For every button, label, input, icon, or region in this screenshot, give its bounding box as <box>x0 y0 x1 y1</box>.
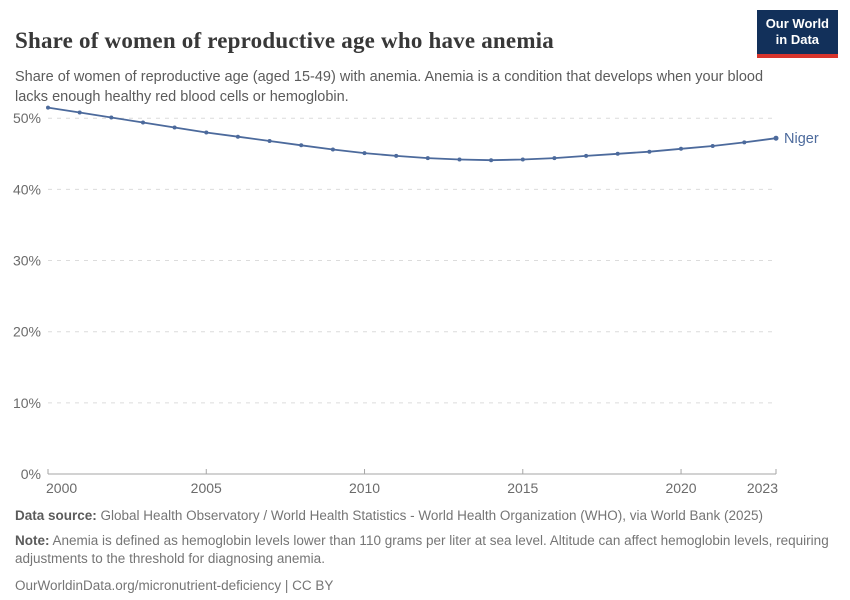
owid-logo-line2: in Data <box>775 32 820 47</box>
data-point[interactable] <box>46 105 50 110</box>
data-point[interactable] <box>330 147 335 152</box>
data-point[interactable] <box>172 125 177 130</box>
data-point[interactable] <box>552 156 557 161</box>
data-point[interactable] <box>584 153 589 158</box>
data-point[interactable] <box>489 158 494 163</box>
x-axis-tick-label: 2000 <box>46 480 77 496</box>
y-axis-tick-label: 10% <box>13 395 41 411</box>
data-point[interactable] <box>457 157 462 162</box>
data-point[interactable] <box>520 157 525 162</box>
note-line: Note: Anemia is defined as hemoglobin le… <box>15 532 837 568</box>
series-end-label[interactable]: Niger <box>784 131 819 147</box>
page-title: Share of women of reproductive age who h… <box>15 28 554 54</box>
data-source-text: Global Health Observatory / World Health… <box>96 508 764 523</box>
x-axis-tick-label: 2010 <box>349 480 380 496</box>
y-axis-tick-label: 20% <box>13 324 41 340</box>
data-point[interactable] <box>710 144 715 148</box>
y-axis-tick-label: 50% <box>13 110 41 126</box>
y-axis-tick-label: 40% <box>13 181 41 197</box>
data-point[interactable] <box>615 151 620 156</box>
data-point[interactable] <box>742 140 747 145</box>
data-point[interactable] <box>299 143 304 148</box>
footer-link[interactable]: OurWorldinData.org/micronutrient-deficie… <box>15 578 334 593</box>
owid-logo-line1: Our World <box>765 16 829 31</box>
data-point[interactable] <box>679 146 683 151</box>
data-point[interactable] <box>267 139 272 143</box>
chart-subtitle: Share of women of reproductive age (aged… <box>15 68 764 105</box>
data-point[interactable] <box>773 135 779 141</box>
x-axis-tick-label: 2020 <box>665 480 696 496</box>
x-axis-tick-label: 2023 <box>747 480 778 496</box>
chart-footer: Data source: Global Health Observatory /… <box>15 507 837 600</box>
owid-logo[interactable]: Our World in Data <box>756 10 838 58</box>
data-source-label: Data source: <box>15 508 97 523</box>
data-point[interactable] <box>235 134 240 139</box>
data-point[interactable] <box>204 130 209 135</box>
note-text: Anemia is defined as hemoglobin levels l… <box>15 533 829 566</box>
data-point[interactable] <box>77 110 82 115</box>
x-axis-tick-label: 2015 <box>507 480 538 496</box>
data-point[interactable] <box>647 149 652 154</box>
note-label: Note: <box>15 533 50 548</box>
data-source-line: Data source: Global Health Observatory /… <box>15 507 837 525</box>
data-point[interactable] <box>141 120 145 125</box>
data-point[interactable] <box>425 156 430 161</box>
data-point[interactable] <box>109 115 114 120</box>
y-axis-tick-label: 30% <box>13 253 41 269</box>
line-chart[interactable]: 0% 10% 20% 30% 40% 50% 2000 2005 2010 2015 2020 202… <box>0 92 850 502</box>
data-point[interactable] <box>394 153 399 158</box>
y-axis-tick-label: 0% <box>21 466 41 482</box>
series-line[interactable] <box>47 106 777 162</box>
data-point[interactable] <box>362 151 367 156</box>
x-axis-tick-label: 2005 <box>191 480 222 496</box>
